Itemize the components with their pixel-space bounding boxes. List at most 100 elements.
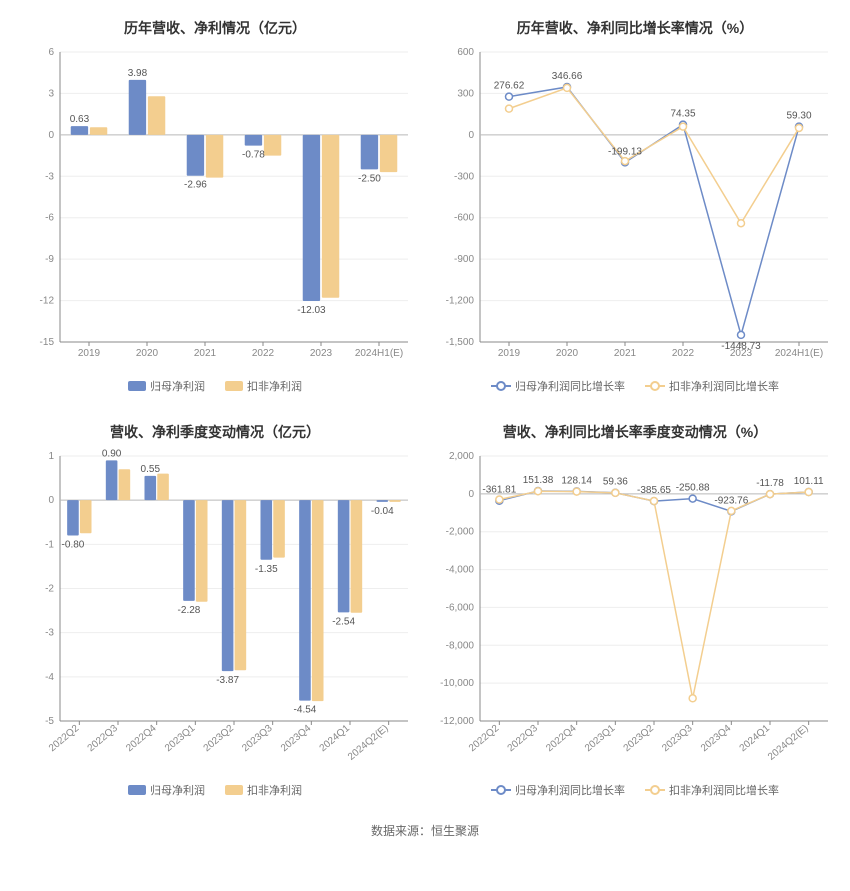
panel-annual-growth: 历年营收、净利同比增长率情况（%） -1,500-1,200-900-600-3…: [430, 10, 840, 404]
legend-label: 扣非净利润同比增长率: [669, 782, 779, 798]
svg-text:2023Q4: 2023Q4: [699, 723, 734, 755]
svg-text:-11.78: -11.78: [756, 478, 784, 489]
svg-text:-12: -12: [40, 296, 55, 307]
legend-label: 扣非净利润同比增长率: [669, 378, 779, 394]
svg-text:346.66: 346.66: [552, 71, 583, 82]
svg-text:-250.88: -250.88: [676, 483, 710, 494]
svg-text:2024Q1: 2024Q1: [738, 723, 773, 755]
svg-text:2021: 2021: [194, 348, 217, 359]
chart-svg: -15-12-9-6-3036201920202021202220232024H…: [10, 42, 420, 372]
svg-text:-2.54: -2.54: [332, 616, 355, 627]
svg-text:2,000: 2,000: [449, 451, 474, 462]
svg-text:300: 300: [457, 88, 474, 99]
svg-text:0: 0: [48, 495, 54, 506]
svg-text:2022Q4: 2022Q4: [124, 723, 159, 755]
svg-text:59.36: 59.36: [603, 477, 628, 488]
svg-text:-5: -5: [45, 716, 54, 727]
svg-text:-2.96: -2.96: [184, 180, 207, 191]
svg-text:-2.28: -2.28: [178, 605, 201, 616]
svg-text:2024Q1: 2024Q1: [318, 723, 353, 755]
svg-text:101.11: 101.11: [794, 476, 824, 487]
svg-text:-1,500: -1,500: [446, 337, 475, 348]
legend: 归母净利润同比增长率 扣非净利润同比增长率: [430, 776, 840, 808]
svg-text:0: 0: [468, 489, 474, 500]
legend-item: 归母净利润同比增长率: [491, 782, 625, 798]
legend-marker-icon: [645, 789, 665, 791]
svg-text:0.90: 0.90: [102, 448, 122, 459]
svg-text:-199.13: -199.13: [608, 146, 642, 157]
legend-label: 归母净利润: [150, 782, 205, 798]
panel-annual-values: 历年营收、净利情况（亿元） -15-12-9-6-303620192020202…: [10, 10, 420, 404]
svg-text:151.38: 151.38: [523, 475, 554, 486]
legend-label: 归母净利润同比增长率: [515, 782, 625, 798]
svg-text:74.35: 74.35: [670, 109, 695, 120]
legend-item: 扣非净利润同比增长率: [645, 378, 779, 394]
svg-text:2024Q2(E): 2024Q2(E): [346, 723, 391, 763]
chart-area: -5-4-3-2-1012022Q22022Q32022Q42023Q12023…: [10, 446, 420, 776]
svg-text:-0.04: -0.04: [371, 506, 394, 517]
svg-text:2023Q4: 2023Q4: [279, 723, 314, 755]
svg-text:-3.87: -3.87: [216, 675, 239, 686]
legend-item: 归母净利润: [128, 378, 205, 394]
svg-text:2024H1(E): 2024H1(E): [355, 348, 403, 359]
legend-marker-icon: [645, 385, 665, 387]
svg-text:-2: -2: [45, 584, 54, 595]
svg-text:-6: -6: [45, 213, 54, 224]
svg-text:2024Q2(E): 2024Q2(E): [766, 723, 811, 763]
svg-text:-1,200: -1,200: [446, 296, 475, 307]
svg-text:2023Q3: 2023Q3: [660, 723, 695, 755]
legend-swatch-icon: [128, 785, 146, 795]
svg-text:-600: -600: [454, 213, 474, 224]
legend: 归母净利润 扣非净利润: [10, 776, 420, 808]
svg-text:-923.76: -923.76: [714, 495, 748, 506]
legend-item: 扣非净利润同比增长率: [645, 782, 779, 798]
svg-text:59.30: 59.30: [786, 111, 811, 122]
panel-title: 营收、净利季度变动情况（亿元）: [10, 414, 420, 446]
svg-text:6: 6: [48, 47, 54, 58]
svg-text:-1.35: -1.35: [255, 564, 278, 575]
svg-text:-15: -15: [40, 337, 55, 348]
chart-area: -15-12-9-6-3036201920202021202220232024H…: [10, 42, 420, 372]
svg-text:2021: 2021: [614, 348, 637, 359]
svg-text:3.98: 3.98: [128, 68, 148, 79]
legend-label: 扣非净利润: [247, 378, 302, 394]
svg-text:2023Q2: 2023Q2: [622, 723, 657, 755]
panel-quarterly-growth: 营收、净利同比增长率季度变动情况（%） -12,000 -10,000 -8,000…: [430, 414, 840, 808]
svg-text:2022Q3: 2022Q3: [86, 723, 121, 755]
svg-text:0.63: 0.63: [70, 114, 90, 125]
svg-text:-361.81: -361.81: [482, 485, 516, 496]
panel-title: 历年营收、净利同比增长率情况（%）: [430, 10, 840, 42]
svg-text:-10,000: -10,000: [440, 678, 474, 689]
chart-svg: -12,000-10,000-8,000-6,000-4,000-2,00002…: [430, 446, 840, 776]
svg-text:-1448.73: -1448.73: [721, 341, 761, 352]
svg-text:2024H1(E): 2024H1(E): [775, 348, 823, 359]
svg-text:128.14: 128.14: [561, 475, 592, 486]
svg-text:2022Q2: 2022Q2: [467, 723, 502, 755]
svg-text:-12,000: -12,000: [440, 716, 474, 727]
chart-svg: -5-4-3-2-1012022Q22022Q32022Q42023Q12023…: [10, 446, 420, 776]
legend-item: 扣非净利润: [225, 378, 302, 394]
svg-text:-2,000: -2,000: [446, 527, 475, 538]
svg-text:2022Q4: 2022Q4: [544, 723, 579, 755]
panel-quarterly-values: 营收、净利季度变动情况（亿元） -5-4-3-2-1012022Q22022Q3…: [10, 414, 420, 808]
svg-text:2020: 2020: [136, 348, 159, 359]
chart-area: -12,000-10,000-8,000-6,000-4,000-2,00002…: [430, 446, 840, 776]
svg-text:-0.80: -0.80: [62, 540, 85, 551]
legend-swatch-icon: [128, 381, 146, 391]
panel-title: 营收、净利同比增长率季度变动情况（%）: [430, 414, 840, 446]
svg-text:2023Q2: 2023Q2: [202, 723, 237, 755]
legend-swatch-icon: [225, 381, 243, 391]
svg-text:-3: -3: [45, 171, 54, 182]
svg-text:2022Q2: 2022Q2: [47, 723, 82, 755]
svg-text:0: 0: [468, 130, 474, 141]
svg-text:0: 0: [48, 130, 54, 141]
svg-text:2023Q1: 2023Q1: [163, 723, 198, 755]
svg-text:-6,000: -6,000: [446, 602, 475, 613]
legend-item: 扣非净利润: [225, 782, 302, 798]
chart-grid: 历年营收、净利情况（亿元） -15-12-9-6-303620192020202…: [10, 10, 840, 808]
svg-text:-1: -1: [45, 539, 54, 550]
legend: 归母净利润 扣非净利润: [10, 372, 420, 404]
svg-text:-8,000: -8,000: [446, 640, 475, 651]
legend-item: 归母净利润同比增长率: [491, 378, 625, 394]
legend-label: 归母净利润: [150, 378, 205, 394]
